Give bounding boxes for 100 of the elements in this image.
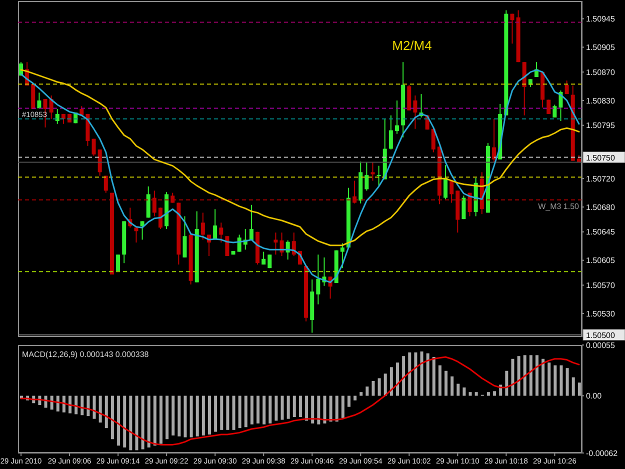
text: MACD(12,26,9) 0.000143 0.000338 [22, 350, 150, 359]
candlestick [146, 186, 150, 218]
y-tick-label: 0.00055 [586, 340, 616, 350]
candlestick [552, 104, 557, 118]
bar [378, 378, 381, 396]
bar [535, 355, 538, 396]
bar [244, 396, 248, 428]
y-tick-label: 1.50720 [586, 174, 616, 184]
candlestick [237, 234, 242, 252]
candlestick [262, 251, 266, 266]
candlestick [158, 207, 162, 230]
bar [153, 396, 156, 446]
y-tick-label: 1.50945 [586, 14, 616, 24]
bar [505, 370, 508, 396]
candlestick [370, 162, 375, 182]
bar [335, 396, 338, 422]
bar [62, 396, 66, 412]
bar [292, 396, 296, 417]
candlestick [140, 220, 144, 240]
candlestick [268, 254, 272, 269]
bar [366, 386, 369, 396]
y-tick-label: 1.50905 [586, 43, 616, 52]
candlestick [413, 94, 418, 130]
candlestick [249, 204, 254, 241]
y-tick-label: 1.50795 [586, 121, 616, 130]
y-tick-label: 1.50830 [586, 96, 616, 106]
bar [214, 396, 218, 432]
bar [493, 391, 496, 396]
candlestick [364, 162, 369, 192]
bar [232, 396, 236, 430]
bar [286, 396, 290, 419]
bar [456, 384, 460, 396]
bar [256, 396, 260, 424]
bar [190, 396, 193, 438]
ref-line-label: 1.50750 [586, 153, 616, 162]
candlestick [134, 227, 138, 244]
bar [329, 396, 332, 422]
y-tick-label: -0.00062 [586, 448, 618, 458]
candlestick [462, 195, 466, 220]
candlestick [316, 254, 320, 305]
bar [184, 396, 187, 438]
ref-line-label: W_M3 1.50 [538, 202, 580, 211]
candlestick [564, 80, 569, 95]
bar [226, 396, 230, 430]
line-series [20, 69, 580, 246]
candlestick [395, 100, 399, 134]
bar [298, 396, 302, 417]
candlestick [37, 92, 42, 109]
bar [341, 396, 344, 418]
y-tick-label: 1.50530 [586, 309, 616, 318]
bar [262, 396, 266, 424]
bar [166, 396, 169, 440]
bar [92, 396, 96, 419]
bar [523, 355, 526, 396]
bar [468, 392, 472, 396]
bar [280, 396, 284, 420]
bar [68, 396, 72, 414]
candlestick [376, 165, 381, 186]
candlestick [152, 190, 156, 217]
bar [305, 396, 308, 421]
bar [408, 352, 412, 396]
candlestick [340, 242, 344, 269]
bar [250, 396, 254, 424]
candlestick [92, 138, 96, 156]
bar [86, 396, 90, 416]
bar [420, 351, 424, 396]
bar [432, 357, 436, 396]
y-tick-label: 1.50680 [586, 202, 616, 212]
bar [196, 396, 199, 436]
bar [390, 367, 393, 396]
candlestick [200, 212, 205, 240]
bar [123, 396, 126, 448]
bar [117, 396, 120, 446]
bar [141, 396, 144, 450]
bar [384, 374, 387, 396]
candlestick [116, 254, 120, 272]
y-tick-label: 0.00 [586, 392, 602, 401]
bar [572, 377, 575, 396]
bar [317, 396, 320, 424]
bar [147, 396, 150, 448]
candlestick [510, 13, 514, 44]
candlestick [104, 175, 108, 194]
bar [396, 362, 399, 396]
bar [566, 368, 569, 396]
candlestick [55, 108, 60, 124]
bar [98, 396, 102, 423]
bar [238, 396, 242, 428]
bar [202, 396, 205, 436]
bar [486, 392, 490, 396]
candlestick [450, 180, 454, 204]
bar [135, 396, 138, 450]
bar [529, 355, 532, 396]
annotation: M2/M4 [392, 38, 432, 53]
ref-line-label: 1.50500 [586, 330, 616, 340]
y-tick-label: 1.50870 [586, 68, 616, 77]
bar [354, 396, 357, 400]
bar [220, 396, 224, 430]
candlestick [431, 128, 436, 153]
bar [323, 396, 326, 424]
bar [578, 382, 581, 396]
